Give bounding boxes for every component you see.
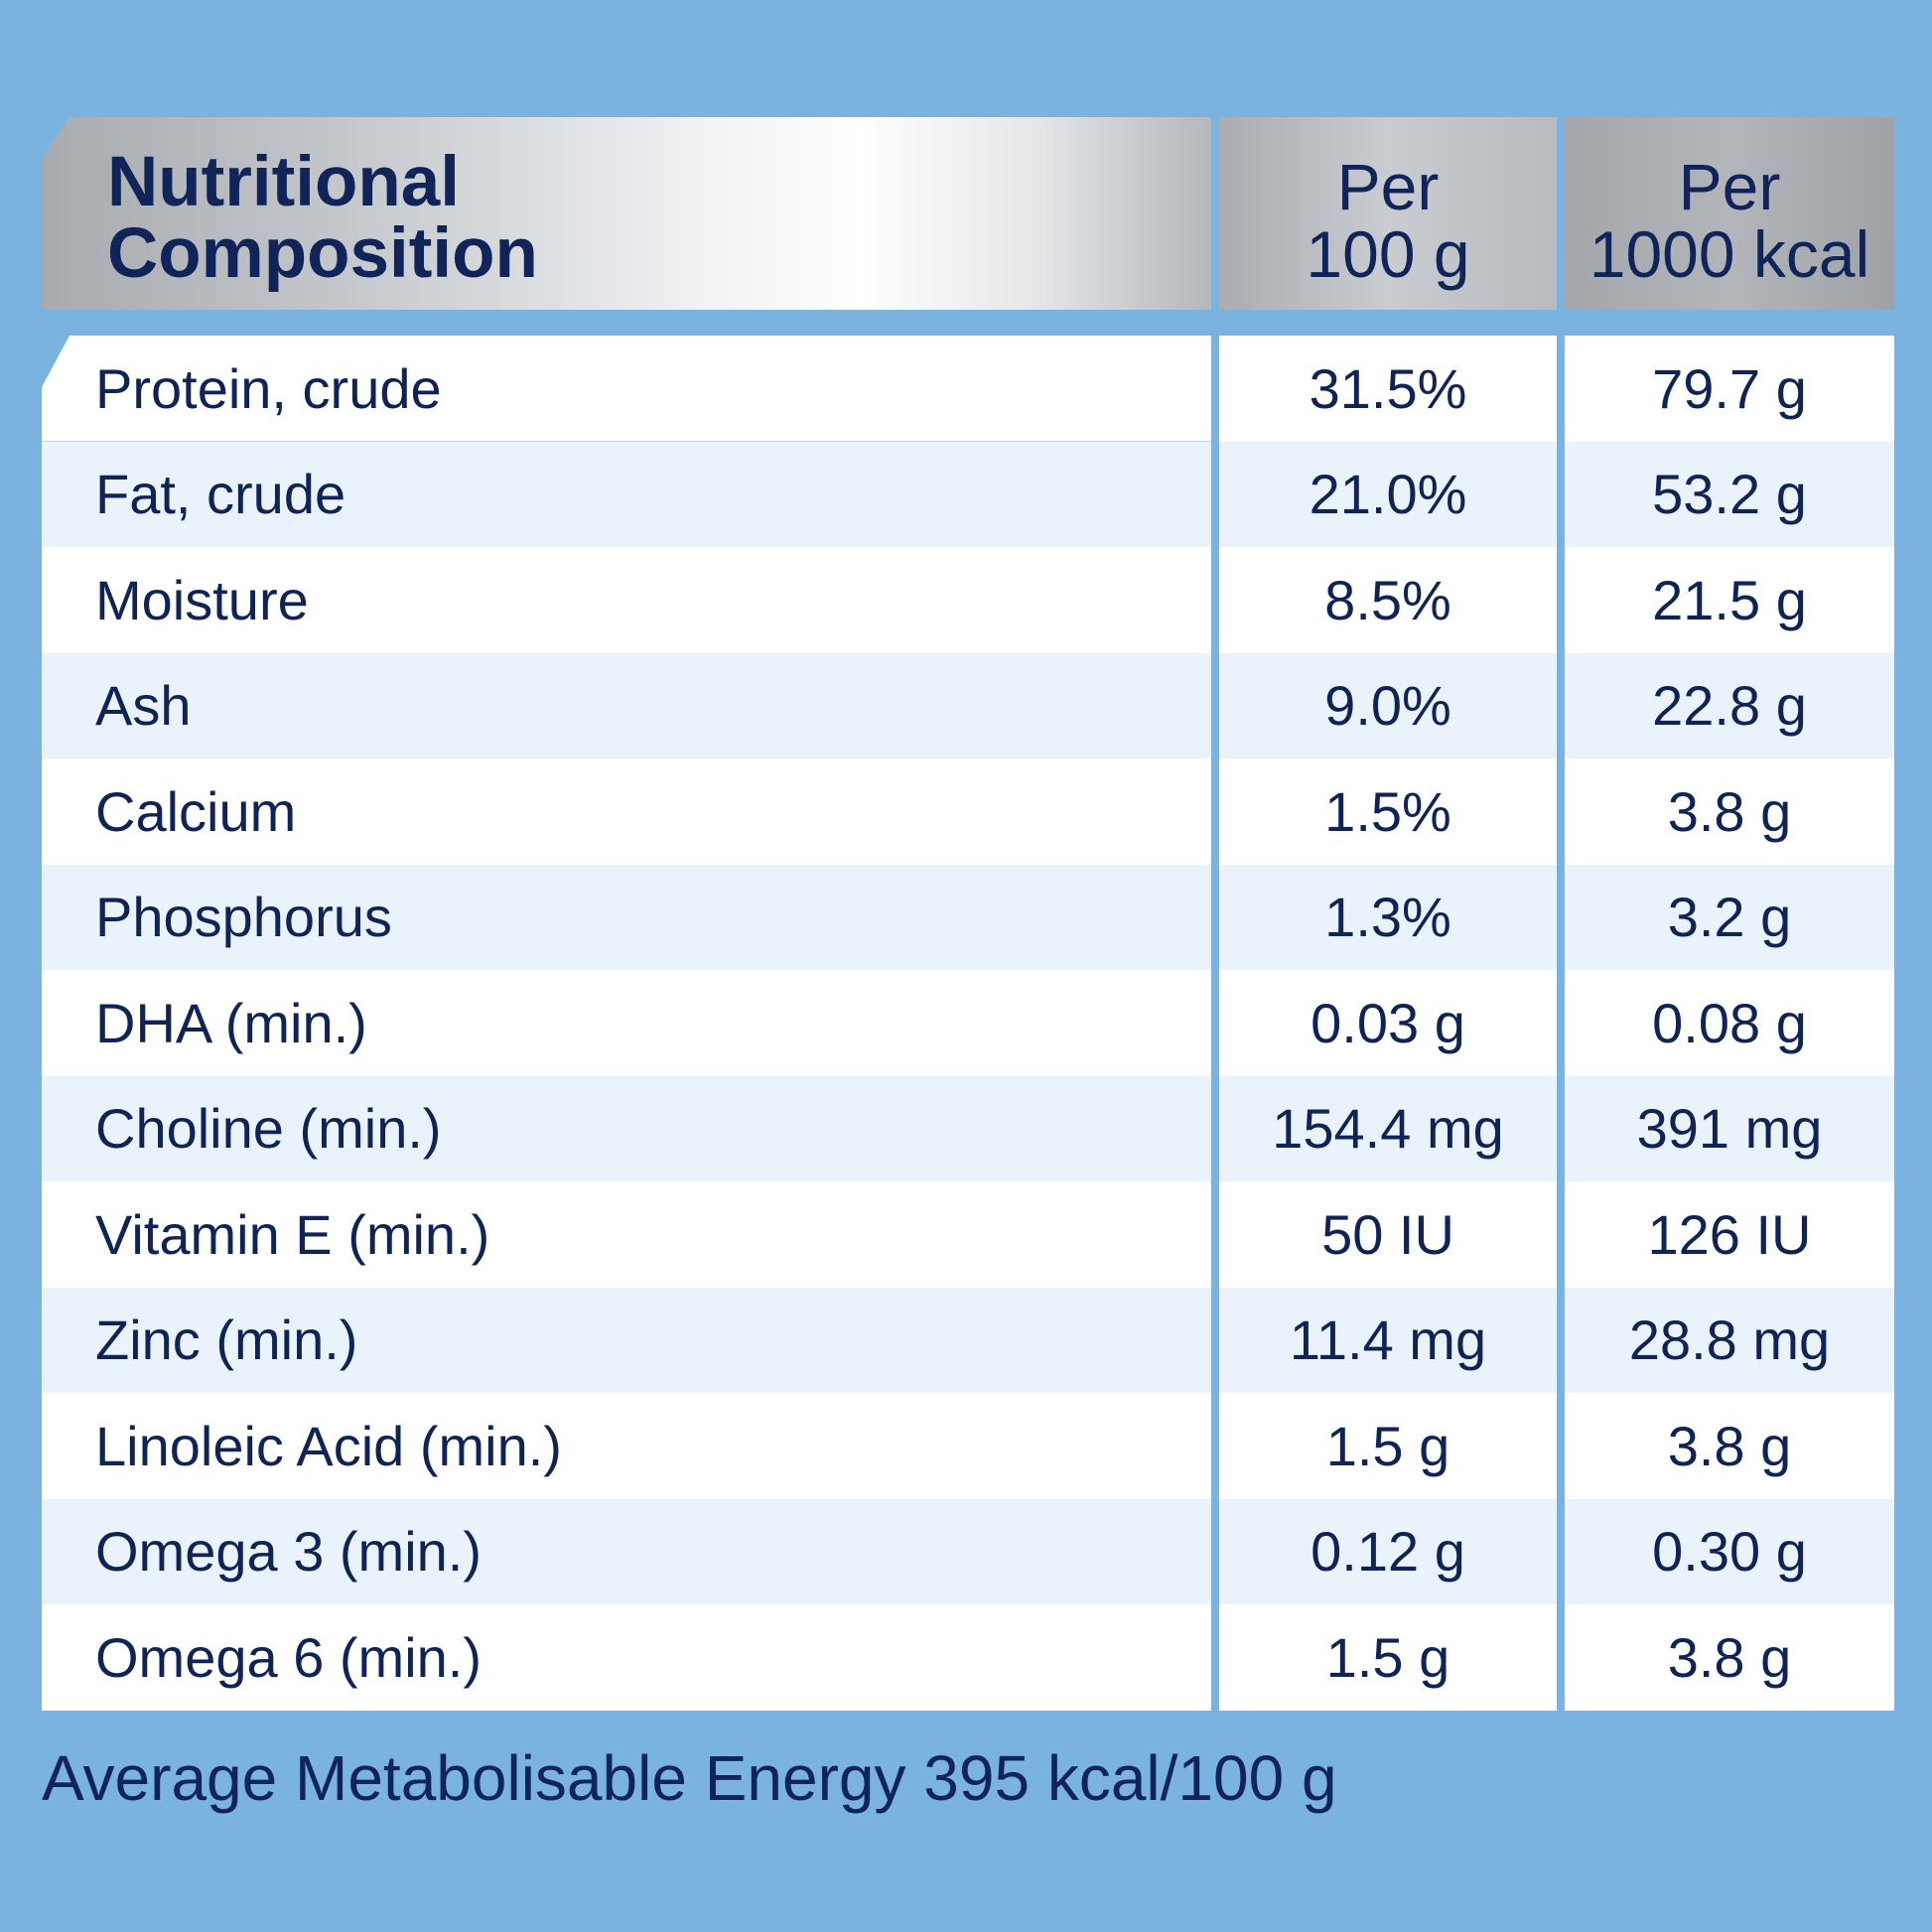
value-per-1000kcal: 3.8 g bbox=[1565, 1604, 1894, 1711]
value-per-100g: 154.4 mg bbox=[1219, 1075, 1557, 1181]
table-row: Protein, crude 31.5% 79.7 g bbox=[42, 336, 1894, 442]
header-per-1000kcal: Per 1000 kcal bbox=[1588, 150, 1870, 291]
value-per-1000kcal: 53.2 g bbox=[1565, 441, 1894, 547]
table-row: DHA (min.) 0.03 g 0.08 g bbox=[42, 970, 1894, 1076]
value-per-1000kcal: 126 IU bbox=[1565, 1181, 1894, 1288]
value-per-1000kcal: 79.7 g bbox=[1565, 336, 1894, 442]
value-per-1000kcal: 28.8 mg bbox=[1565, 1287, 1894, 1393]
nutrient-name: Omega 6 (min.) bbox=[42, 1604, 1211, 1711]
nutrient-name: Phosphorus bbox=[42, 864, 1211, 970]
value-per-100g: 1.3% bbox=[1219, 864, 1557, 970]
value-per-100g: 21.0% bbox=[1219, 441, 1557, 547]
header-per-1000kcal-cell: Per 1000 kcal bbox=[1565, 117, 1894, 310]
table-body: Protein, crude 31.5% 79.7 g Fat, crude 21.0%… bbox=[42, 336, 1894, 1711]
value-per-1000kcal: 0.30 g bbox=[1565, 1498, 1894, 1604]
table-row: Omega 6 (min.) 1.5 g 3.8 g bbox=[42, 1604, 1894, 1711]
table-row: Calcium 1.5% 3.8 g bbox=[42, 759, 1894, 865]
value-per-100g: 0.03 g bbox=[1219, 970, 1557, 1076]
value-per-1000kcal: 391 mg bbox=[1565, 1075, 1894, 1181]
nutrient-name: Zinc (min.) bbox=[42, 1287, 1211, 1393]
nutrition-table: Nutritional Composition Per 100 g Per 10… bbox=[42, 117, 1894, 1711]
value-per-1000kcal: 21.5 g bbox=[1565, 547, 1894, 653]
nutrient-name: Moisture bbox=[42, 547, 1211, 653]
value-per-100g: 9.0% bbox=[1219, 652, 1557, 759]
nutrient-name: Calcium bbox=[42, 759, 1211, 865]
table-row: Zinc (min.) 11.4 mg 28.8 mg bbox=[42, 1287, 1894, 1393]
value-per-100g: 50 IU bbox=[1219, 1181, 1557, 1288]
value-per-1000kcal: 0.08 g bbox=[1565, 970, 1894, 1076]
header-per-100g: Per 100 g bbox=[1306, 150, 1470, 291]
nutrient-name: Protein, crude bbox=[42, 336, 1211, 442]
value-per-100g: 1.5 g bbox=[1219, 1604, 1557, 1711]
header-title: Nutritional Composition bbox=[107, 143, 538, 293]
table-row: Choline (min.) 154.4 mg 391 mg bbox=[42, 1075, 1894, 1181]
value-per-100g: 1.5 g bbox=[1219, 1393, 1557, 1499]
nutrient-name: Vitamin E (min.) bbox=[42, 1181, 1211, 1288]
value-per-100g: 8.5% bbox=[1219, 547, 1557, 653]
table-row: Vitamin E (min.) 50 IU 126 IU bbox=[42, 1181, 1894, 1288]
value-per-100g: 1.5% bbox=[1219, 759, 1557, 865]
nutrient-name: Fat, crude bbox=[42, 441, 1211, 547]
nutrient-name: Ash bbox=[42, 652, 1211, 759]
table-row: Omega 3 (min.) 0.12 g 0.30 g bbox=[42, 1498, 1894, 1604]
table-row: Fat, crude 21.0% 53.2 g bbox=[42, 441, 1894, 547]
energy-footnote: Average Metabolisable Energy 395 kcal/10… bbox=[42, 1742, 1337, 1814]
table-row: Linoleic Acid (min.) 1.5 g 3.8 g bbox=[42, 1393, 1894, 1499]
value-per-1000kcal: 3.2 g bbox=[1565, 864, 1894, 970]
value-per-100g: 11.4 mg bbox=[1219, 1287, 1557, 1393]
value-per-1000kcal: 22.8 g bbox=[1565, 652, 1894, 759]
table-row: Moisture 8.5% 21.5 g bbox=[42, 547, 1894, 653]
table-header: Nutritional Composition Per 100 g Per 10… bbox=[42, 117, 1894, 310]
nutrient-name: Linoleic Acid (min.) bbox=[42, 1393, 1211, 1499]
nutrient-name: DHA (min.) bbox=[42, 970, 1211, 1076]
table-row: Phosphorus 1.3% 3.2 g bbox=[42, 864, 1894, 970]
value-per-100g: 0.12 g bbox=[1219, 1498, 1557, 1604]
value-per-1000kcal: 3.8 g bbox=[1565, 759, 1894, 865]
table-row: Ash 9.0% 22.8 g bbox=[42, 652, 1894, 759]
value-per-100g: 31.5% bbox=[1219, 336, 1557, 442]
nutrient-name: Omega 3 (min.) bbox=[42, 1498, 1211, 1604]
value-per-1000kcal: 3.8 g bbox=[1565, 1393, 1894, 1499]
header-per-100g-cell: Per 100 g bbox=[1219, 117, 1557, 310]
header-label-cell: Nutritional Composition bbox=[42, 117, 1211, 310]
nutrient-name: Choline (min.) bbox=[42, 1075, 1211, 1181]
